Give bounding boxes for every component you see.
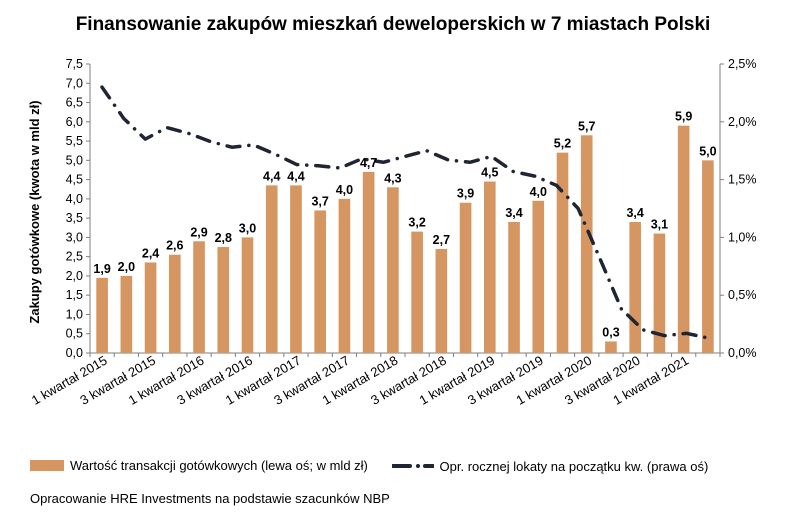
y2-tick-label: 0,0% — [728, 346, 757, 360]
source-note: Opracowanie HRE Investments na podstawie… — [30, 491, 390, 506]
bar — [265, 185, 278, 353]
bar-data-label: 4,0 — [530, 185, 547, 199]
bar-data-label: 5,0 — [699, 144, 716, 158]
y-tick-label: 4,0 — [66, 192, 83, 206]
bar-data-label: 2,0 — [118, 260, 135, 274]
bar — [338, 198, 351, 353]
bar — [96, 277, 108, 353]
y-tick-label: 1,0 — [66, 307, 83, 321]
bar — [290, 185, 302, 353]
line-series — [100, 85, 710, 340]
y-tick-label: 2,5 — [66, 250, 83, 264]
bar-data-label: 4,5 — [481, 166, 498, 180]
bar — [580, 135, 593, 353]
chart-title: Finansowanie zakupów mieszkań dewelopers… — [75, 14, 711, 35]
y-tick-label: 3,5 — [66, 211, 83, 225]
bar-data-label: 2,6 — [166, 239, 183, 253]
legend-label-line: Opr. rocznej lokaty na początku kw. (pra… — [439, 458, 709, 474]
bar-data-label: 2,8 — [215, 231, 232, 245]
legend-swatch-bars — [30, 460, 64, 471]
line-series-path — [100, 85, 710, 340]
bar — [702, 160, 714, 353]
y-tick-label: 0,5 — [66, 327, 83, 341]
bar — [144, 262, 157, 353]
bar-data-label: 5,2 — [554, 137, 571, 151]
y-tick-label: 3,0 — [66, 230, 83, 244]
bar — [241, 237, 254, 353]
bar-series — [96, 125, 714, 353]
bar — [629, 221, 642, 353]
y-axis-label: Zakupy gotówkowe (kwota w mld zł) — [27, 100, 42, 323]
bar — [193, 241, 205, 353]
bar — [120, 275, 133, 353]
bar — [677, 125, 690, 353]
bar — [387, 187, 399, 353]
y-tick-label: 0,0 — [66, 346, 83, 360]
bar-data-label: 4,7 — [360, 156, 377, 170]
y-tick-label: 7,5 — [66, 57, 83, 71]
bar — [362, 171, 375, 353]
bar-data-label: 4,4 — [263, 169, 280, 183]
bar-data-label: 0,3 — [602, 325, 619, 339]
bar-data-label: 4,4 — [287, 169, 304, 183]
legend-item-line: Opr. rocznej lokaty na początku kw. (pra… — [391, 458, 709, 474]
bar-data-label: 2,4 — [142, 246, 159, 260]
legend-swatch-line — [391, 464, 434, 468]
y2-tick-label: 2,0% — [728, 115, 757, 129]
bar-data-label: 4,0 — [336, 183, 353, 197]
bar-data-label: 4,3 — [384, 171, 401, 185]
bar-data-label: 5,9 — [675, 110, 692, 124]
bar-data-label: 3,0 — [239, 221, 256, 235]
y-tick-label: 1,5 — [66, 288, 83, 302]
bar — [217, 247, 230, 353]
bar-data-label: 2,7 — [433, 233, 450, 247]
bar — [459, 202, 472, 353]
bar-data-label: 3,4 — [626, 206, 643, 220]
bar-data-label: 5,7 — [578, 119, 595, 133]
y-tick-label: 6,5 — [66, 96, 83, 110]
y2-tick-label: 0,5% — [728, 288, 757, 302]
y-tick-label: 2,0 — [66, 269, 83, 283]
data-labels: 1,9 2,0 2,4 2,6 2,9 2,8 3,0 4,4 4,4 3,7 4,0 4,7 4,3 3… — [93, 110, 716, 340]
bar-data-label: 3,7 — [311, 194, 328, 208]
bar — [532, 200, 545, 353]
y-tick-label: 7,0 — [66, 76, 83, 90]
legend-item-bars: Wartość transakcji gotówkowych (lewa oś;… — [30, 458, 368, 473]
bar — [483, 181, 496, 353]
bar-data-label: 3,2 — [408, 216, 425, 230]
y-tick-label: 5,0 — [66, 153, 83, 167]
y2-tick-label: 1,5% — [728, 173, 757, 187]
legend-label-bars: Wartość transakcji gotówkowych (lewa oś;… — [70, 458, 368, 473]
bar-data-label: 3,4 — [505, 206, 522, 220]
bar-data-label: 3,1 — [651, 218, 668, 232]
bar-data-label: 3,9 — [457, 187, 474, 201]
bar — [556, 152, 569, 353]
y2-tick-label: 1,0% — [728, 230, 757, 244]
y2-tick-label: 2,5% — [728, 57, 757, 71]
bar-data-label: 2,9 — [190, 225, 207, 239]
y-tick-label: 5,5 — [66, 134, 83, 148]
bar — [508, 221, 520, 353]
bar — [653, 233, 666, 353]
bar — [435, 248, 448, 353]
y-tick-label: 6,0 — [66, 115, 83, 129]
legend: Wartość transakcji gotówkowych (lewa oś;… — [30, 458, 728, 474]
bar — [168, 254, 181, 353]
bar-data-label: 1,9 — [93, 262, 110, 276]
y-tick-label: 4,5 — [66, 173, 83, 187]
bar — [605, 341, 617, 353]
bar — [411, 231, 423, 353]
bar — [314, 210, 327, 353]
